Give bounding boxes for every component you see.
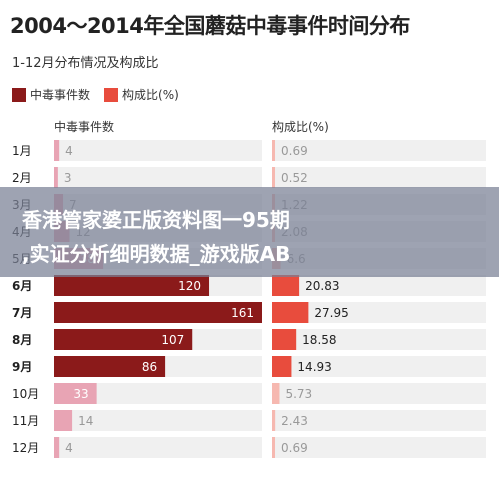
ratio-track [272, 275, 486, 296]
overlay-line-1: 香港管家婆正版资料图一95期 [22, 208, 290, 232]
overlay-text: 香港管家婆正版资料图一95期 ,实证分析细明数据_游戏版AB [22, 203, 492, 271]
count-track [54, 437, 262, 458]
count-value-label: 4 [65, 441, 73, 455]
ratio-track [272, 329, 486, 350]
legend-item-count: 中毒事件数 [12, 86, 90, 103]
count-bar [54, 356, 166, 377]
legend: 中毒事件数 构成比(%) [12, 86, 179, 103]
month-label: 12月 [12, 441, 39, 455]
ratio-value-label: 18.58 [302, 333, 336, 347]
column-header-ratio: 构成比(%) [272, 119, 329, 134]
month-label: 10月 [12, 387, 39, 401]
legend-label-count: 中毒事件数 [30, 88, 91, 102]
ratio-track [272, 302, 486, 323]
count-track [54, 140, 262, 161]
ratio-track [272, 140, 486, 161]
count-value-label: 3 [64, 171, 72, 185]
ratio-track [272, 356, 486, 377]
month-label: 8月 [12, 333, 32, 347]
count-bar [54, 410, 73, 431]
ratio-track [272, 410, 486, 431]
ratio-value-label: 0.69 [281, 144, 308, 158]
count-bar [54, 329, 193, 350]
ratio-track [272, 437, 486, 458]
ratio-bar [272, 410, 276, 431]
ratio-bar [272, 356, 292, 377]
count-value-label: 107 [161, 333, 184, 347]
count-value-label: 161 [231, 306, 254, 320]
count-track [54, 410, 262, 431]
ratio-value-label: 27.95 [314, 306, 348, 320]
column-header-count: 中毒事件数 [54, 119, 114, 134]
month-label: 7月 [12, 306, 32, 320]
ratio-bar [272, 275, 300, 296]
ratio-value-label: 0.69 [281, 441, 308, 455]
ratio-bar [272, 302, 309, 323]
month-label: 9月 [12, 360, 32, 374]
ratio-bar [272, 167, 275, 188]
chart-subtitle: 1-12月分布情况及构成比 [12, 56, 159, 71]
ratio-bar [272, 329, 297, 350]
month-label: 11月 [12, 414, 39, 428]
count-track [54, 167, 262, 188]
month-label: 1月 [12, 144, 32, 158]
count-value-label: 120 [178, 279, 201, 293]
ratio-track [272, 167, 486, 188]
ratio-value-label: 5.73 [285, 387, 312, 401]
ratio-bar [272, 140, 275, 161]
count-track [54, 383, 262, 404]
count-value-label: 86 [142, 360, 157, 374]
count-bar [54, 140, 60, 161]
count-bar [54, 275, 210, 296]
chart-title: 2004～2014年全国蘑菇中毒事件时间分布 [10, 14, 410, 38]
month-label: 2月 [12, 171, 32, 185]
legend-label-ratio: 构成比(%) [122, 88, 179, 102]
count-bar [54, 167, 58, 188]
overlay-line-2: ,实证分析细明数据_游戏版AB [22, 242, 291, 266]
ratio-bar [272, 383, 280, 404]
ratio-value-label: 14.93 [297, 360, 331, 374]
count-bar [54, 302, 262, 323]
month-label: 6月 [12, 279, 32, 293]
count-value-label: 14 [78, 414, 93, 428]
watermark-overlay: 香港管家婆正版资料图一95期 ,实证分析细明数据_游戏版AB [0, 187, 499, 277]
count-value-label: 33 [73, 387, 88, 401]
legend-swatch-count [12, 87, 26, 102]
ratio-value-label: 2.43 [281, 414, 308, 428]
ratio-track [272, 383, 486, 404]
legend-swatch-ratio [104, 87, 119, 102]
ratio-value-label: 20.83 [305, 279, 339, 293]
count-bar [54, 383, 97, 404]
count-bar [54, 437, 60, 458]
legend-item-ratio: 构成比(%) [104, 86, 179, 103]
ratio-value-label: 0.52 [281, 171, 308, 185]
ratio-bar [272, 437, 275, 458]
count-value-label: 4 [65, 144, 73, 158]
